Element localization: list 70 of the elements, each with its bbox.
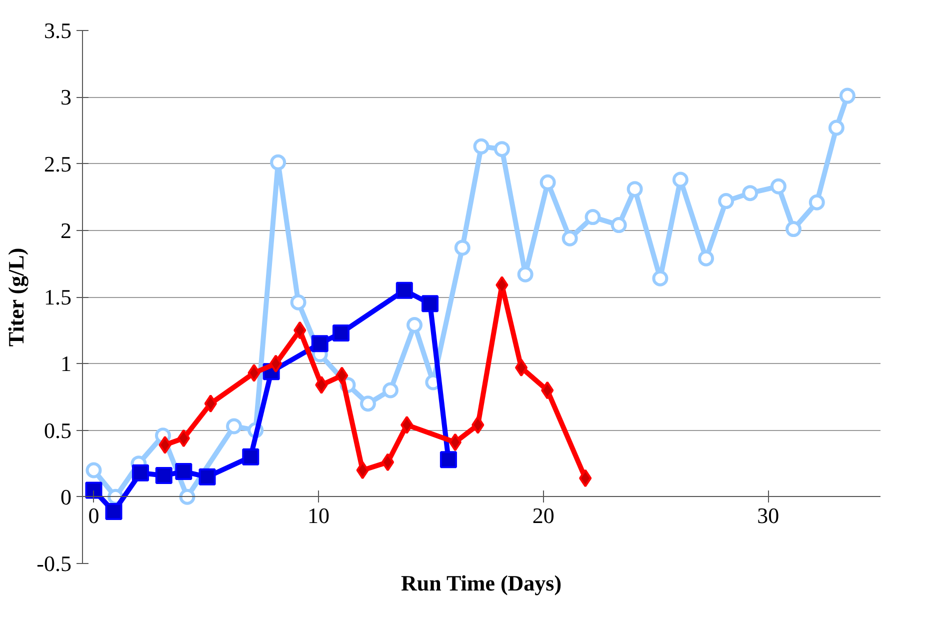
point <box>332 324 350 342</box>
point <box>562 230 578 246</box>
point <box>179 488 196 505</box>
x-tick-label: 10 <box>308 502 330 528</box>
point <box>406 316 423 333</box>
y-tick-label: 3.5 <box>44 18 72 43</box>
point <box>770 178 786 194</box>
point <box>494 141 510 158</box>
point <box>356 461 369 480</box>
point <box>473 138 490 154</box>
point <box>579 469 592 488</box>
y-tick-label: 1.5 <box>44 284 72 310</box>
point <box>226 418 242 434</box>
point <box>360 396 376 412</box>
y-tick-label: 2.5 <box>44 151 72 176</box>
x-tick-label: 30 <box>757 502 780 528</box>
point <box>517 266 534 282</box>
x-axis-title: Run Time (Days) <box>401 570 562 596</box>
point <box>786 221 802 238</box>
point <box>270 154 286 170</box>
point <box>400 416 414 434</box>
point <box>336 366 348 385</box>
point <box>472 416 484 434</box>
point <box>269 354 282 373</box>
point <box>540 174 556 190</box>
y-tick-label: 1 <box>60 351 72 376</box>
point <box>311 335 328 352</box>
y-axis-title: Titer (g/L) <box>4 248 29 347</box>
point <box>105 503 122 520</box>
y-tick-label: -0.5 <box>36 551 72 576</box>
x-tick-label: 0 <box>88 502 100 528</box>
point <box>626 181 643 198</box>
point <box>294 321 306 340</box>
x-tick-label: 20 <box>532 502 554 528</box>
y-tick-label: 2 <box>60 218 72 243</box>
point <box>132 464 149 482</box>
point <box>440 451 457 468</box>
point <box>808 194 825 210</box>
point <box>155 467 172 484</box>
y-tick-label: 3 <box>60 84 72 110</box>
point <box>541 381 554 400</box>
point <box>248 364 260 382</box>
point <box>204 394 217 413</box>
point <box>742 185 758 202</box>
point <box>514 358 528 377</box>
point <box>652 270 668 286</box>
point <box>610 217 627 234</box>
point <box>382 382 398 398</box>
y-tick-label: 0 <box>60 484 72 510</box>
point <box>177 429 190 448</box>
point <box>175 463 192 480</box>
point <box>85 482 102 499</box>
point <box>584 209 601 226</box>
point <box>315 376 328 394</box>
point <box>290 294 306 310</box>
point <box>672 172 688 188</box>
point <box>396 282 413 299</box>
y-tick-label: 0.5 <box>44 418 72 443</box>
point <box>242 448 260 466</box>
point <box>839 88 856 104</box>
point <box>698 250 714 266</box>
point <box>381 453 394 472</box>
point <box>422 295 439 312</box>
point <box>718 193 734 210</box>
point <box>158 436 172 454</box>
point <box>828 120 844 136</box>
point <box>86 462 102 478</box>
point <box>198 468 216 486</box>
point <box>448 433 462 452</box>
point <box>454 240 470 256</box>
